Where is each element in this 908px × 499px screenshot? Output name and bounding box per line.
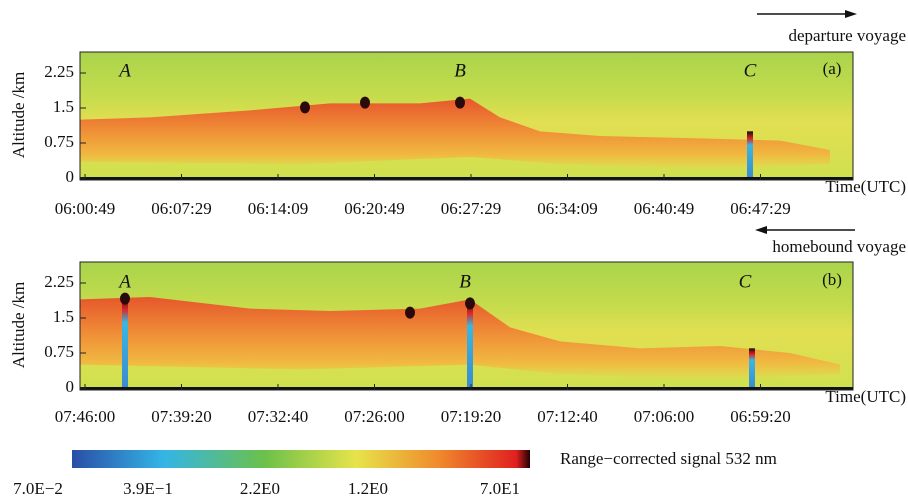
- x-tick-label: 06:14:09: [248, 199, 308, 218]
- panel: 0 0.75 1.5 2.25 Altitude /km 06:00:49 06:07:29…: [9, 10, 906, 218]
- heatmap-cloud: [467, 299, 473, 388]
- y-tick-label: 0: [66, 167, 75, 186]
- panel-label: (a): [823, 59, 842, 78]
- x-tick-label: 06:20:49: [344, 199, 404, 218]
- annotation: C: [739, 271, 752, 292]
- heatmap-cloud: [122, 294, 128, 388]
- ground-line: [80, 387, 853, 390]
- arrow-head: [755, 226, 767, 234]
- x-axis-label: Time(UTC): [825, 387, 906, 406]
- annotation: A: [117, 60, 131, 81]
- heatmap-aerosol-layer: [80, 98, 830, 169]
- y-axis-label: Altitude /km: [9, 72, 28, 158]
- y-tick-label: 1.5: [53, 97, 74, 116]
- x-tick-label: 07:12:40: [537, 407, 597, 426]
- y-tick-label: 0.75: [44, 132, 74, 151]
- heatmap-cloud-top: [405, 306, 415, 319]
- ground-line: [80, 177, 853, 180]
- colorbar-label: Range−corrected signal 532 nm: [560, 449, 777, 468]
- colorbar-tick-label: 2.2E0: [240, 479, 280, 498]
- x-tick-label: 06:34:09: [537, 199, 597, 218]
- y-tick-label: 0: [66, 377, 75, 396]
- y-tick-label: 2.25: [44, 272, 74, 291]
- y-tick-label: 0.75: [44, 342, 74, 361]
- x-tick-label: 06:00:49: [55, 199, 115, 218]
- annotation: A: [117, 271, 131, 292]
- x-tick-label: 06:40:49: [634, 199, 694, 218]
- panel-label: (b): [822, 270, 842, 289]
- x-tick-label: 06:27:29: [441, 199, 501, 218]
- annotation: C: [744, 60, 757, 81]
- y-axis-label: Altitude /km: [9, 282, 28, 368]
- arrow-head: [845, 10, 857, 18]
- x-tick-label: 07:39:20: [151, 407, 211, 426]
- heatmap-cloud-top: [120, 292, 130, 305]
- x-tick-label: 07:32:40: [248, 407, 308, 426]
- annotation: B: [459, 271, 471, 292]
- annotation: B: [454, 60, 466, 81]
- plot-frame: [79, 261, 854, 391]
- direction-label: departure voyage: [788, 26, 906, 45]
- x-tick-label: 07:06:00: [634, 407, 694, 426]
- colorbar-tick-label: 1.2E0: [348, 479, 388, 498]
- colorbar: [72, 450, 530, 468]
- heatmap-aerosol-layer: [80, 297, 840, 379]
- heatmap-cloud-top: [300, 101, 310, 114]
- x-tick-label: 07:19:20: [441, 407, 501, 426]
- x-tick-label: 06:59:20: [730, 407, 790, 426]
- x-axis-label: Time(UTC): [825, 177, 906, 196]
- colorbar-tick-label: 7.0E1: [480, 479, 520, 498]
- x-tick-label: 07:46:00: [55, 407, 115, 426]
- y-tick-label: 1.5: [53, 307, 74, 326]
- heatmap-cloud: [749, 348, 755, 388]
- colorbar-tick-label: 3.9E−1: [123, 479, 173, 498]
- direction-label: homebound voyage: [772, 237, 906, 256]
- x-tick-label: 07:26:00: [344, 407, 404, 426]
- plot-frame: [79, 51, 854, 181]
- x-tick-label: 06:07:29: [151, 199, 211, 218]
- heatmap-cloud-top: [455, 96, 465, 109]
- heatmap-cloud-top: [360, 96, 370, 109]
- heatmap-cloud: [747, 131, 753, 178]
- y-tick-label: 2.25: [44, 62, 74, 81]
- x-tick-label: 06:47:29: [730, 199, 790, 218]
- heatmap-cloud-top: [465, 297, 475, 310]
- panel: 0 0.75 1.5 2.25 Altitude /km 07:46:00 07:39:20…: [9, 226, 906, 426]
- colorbar-tick-label: 7.0E−2: [13, 479, 63, 498]
